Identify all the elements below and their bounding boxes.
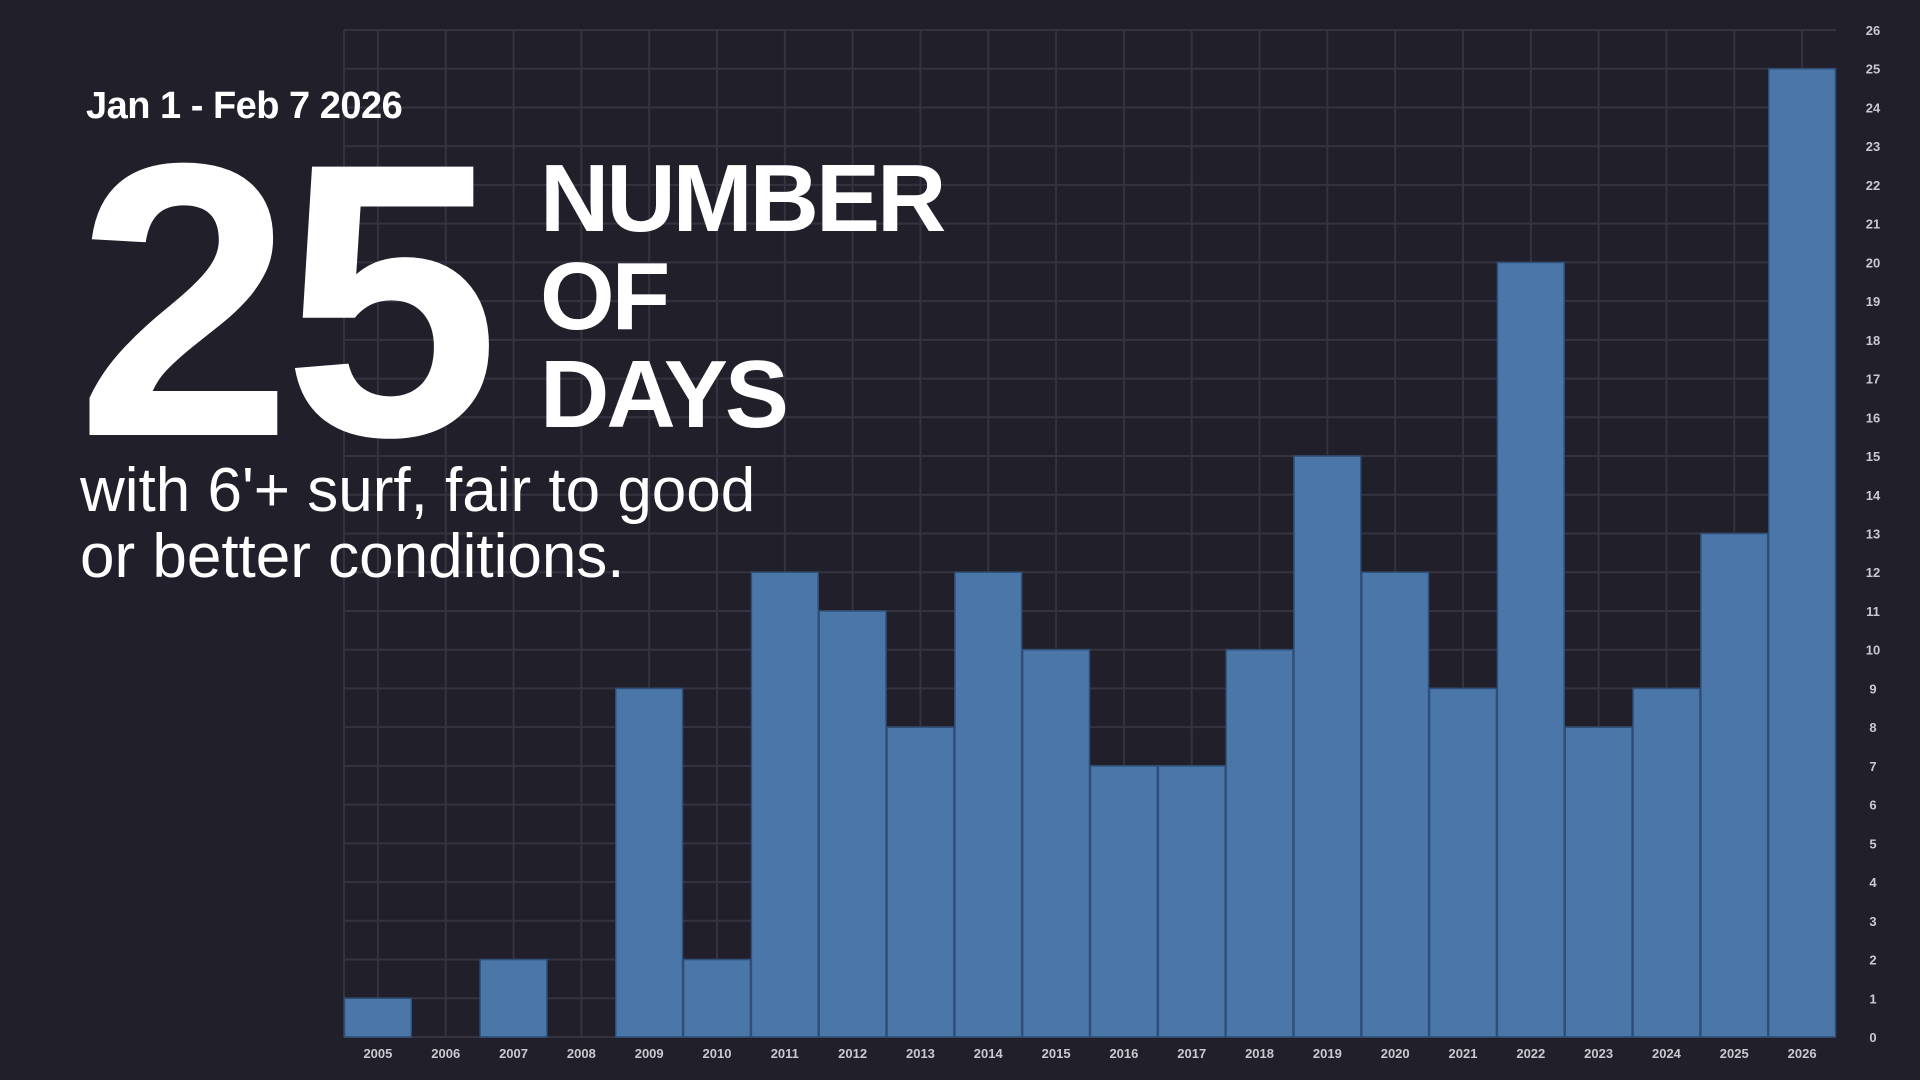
y-tick-label: 1 — [1869, 991, 1876, 1006]
y-tick-label: 10 — [1866, 643, 1880, 658]
y-tick-label: 9 — [1869, 681, 1876, 696]
x-tick-label: 2021 — [1449, 1046, 1478, 1061]
y-tick-label: 22 — [1866, 178, 1880, 193]
bar-2015 — [1021, 648, 1091, 1038]
y-tick-label: 20 — [1866, 255, 1880, 270]
x-tick-label: 2010 — [703, 1046, 732, 1061]
y-tick-label: 12 — [1866, 565, 1880, 580]
y-tick-label: 13 — [1866, 527, 1880, 542]
x-tick-label: 2019 — [1313, 1046, 1342, 1061]
y-tick-label: 4 — [1869, 875, 1877, 890]
bar-2016 — [1089, 765, 1159, 1038]
y-tick-label: 25 — [1866, 62, 1880, 77]
y-tick-label: 11 — [1866, 604, 1880, 619]
big-number: 25 — [76, 82, 500, 518]
x-tick-label: 2005 — [363, 1046, 392, 1061]
bar-2017 — [1157, 765, 1226, 1038]
x-tick-label: 2012 — [838, 1046, 867, 1061]
y-tick-label: 7 — [1869, 759, 1876, 774]
bar-2009 — [615, 687, 684, 1038]
label-line: OF — [540, 243, 670, 350]
subtitle: with 6'+ surf, fair to good or better co… — [80, 458, 755, 590]
bar-2020 — [1361, 571, 1430, 1038]
headline-label: NUMBER OF DAYS — [540, 145, 946, 448]
bar-2014 — [954, 571, 1023, 1038]
bar-2010 — [682, 958, 752, 1038]
subtitle-line: or better conditions. — [80, 522, 625, 591]
y-tick-labels: 0123456789101112131415161718192021222324… — [1866, 23, 1881, 1045]
x-tick-label: 2007 — [499, 1046, 528, 1061]
subtitle-line: with 6'+ surf, fair to good — [80, 456, 756, 525]
label-line: DAYS — [540, 341, 789, 448]
y-tick-label: 5 — [1869, 836, 1876, 851]
y-tick-label: 6 — [1869, 798, 1876, 813]
x-tick-label: 2017 — [1177, 1046, 1206, 1061]
bar-2005 — [343, 997, 413, 1038]
x-tick-label: 2018 — [1245, 1046, 1274, 1061]
y-tick-label: 15 — [1866, 449, 1880, 464]
x-tick-label: 2022 — [1516, 1046, 1545, 1061]
x-tick-label: 2016 — [1109, 1046, 1138, 1061]
bar-2021 — [1428, 687, 1498, 1038]
y-tick-label: 3 — [1869, 914, 1876, 929]
bar-2023 — [1564, 726, 1633, 1038]
bar-2025 — [1700, 532, 1769, 1038]
bar-2018 — [1225, 648, 1294, 1038]
y-tick-label: 0 — [1869, 1030, 1876, 1045]
x-tick-label: 2023 — [1584, 1046, 1613, 1061]
y-tick-label: 26 — [1866, 23, 1880, 38]
y-tick-label: 23 — [1866, 139, 1880, 154]
y-tick-label: 2 — [1869, 953, 1876, 968]
bar-2011 — [750, 571, 819, 1038]
x-tick-label: 2014 — [974, 1046, 1004, 1061]
x-tick-label: 2024 — [1652, 1046, 1682, 1061]
bars — [343, 67, 1837, 1038]
x-tick-labels: 2005 2006 2007 2008 2009 2010 2011 2012 2013 2014… — [363, 1046, 1816, 1061]
label-line: NUMBER — [540, 145, 946, 252]
x-tick-label: 2011 — [771, 1046, 799, 1061]
y-tick-label: 16 — [1866, 410, 1880, 425]
x-tick-label: 2006 — [431, 1046, 460, 1061]
y-tick-label: 19 — [1866, 294, 1880, 309]
y-tick-label: 17 — [1866, 372, 1880, 387]
x-tick-label: 2025 — [1720, 1046, 1749, 1061]
x-tick-label: 2013 — [906, 1046, 935, 1061]
bar-2022 — [1496, 261, 1565, 1038]
bar-2012 — [818, 610, 887, 1038]
y-tick-label: 14 — [1866, 488, 1881, 503]
bar-2026 — [1767, 67, 1837, 1038]
x-tick-label: 2020 — [1381, 1046, 1410, 1061]
bar-2019 — [1293, 455, 1362, 1038]
y-tick-label: 18 — [1866, 333, 1880, 348]
y-tick-label: 21 — [1866, 217, 1880, 232]
bar-2013 — [886, 726, 955, 1038]
y-tick-label: 8 — [1869, 720, 1876, 735]
bar-2024 — [1632, 687, 1701, 1038]
x-tick-label: 2026 — [1788, 1046, 1817, 1061]
x-tick-label: 2015 — [1042, 1046, 1071, 1061]
bar-2007 — [479, 958, 548, 1038]
x-tick-label: 2008 — [567, 1046, 596, 1061]
date-range: Jan 1 - Feb 7 2026 — [86, 85, 403, 127]
y-tick-label: 24 — [1866, 100, 1881, 115]
x-tick-label: 2009 — [635, 1046, 664, 1061]
